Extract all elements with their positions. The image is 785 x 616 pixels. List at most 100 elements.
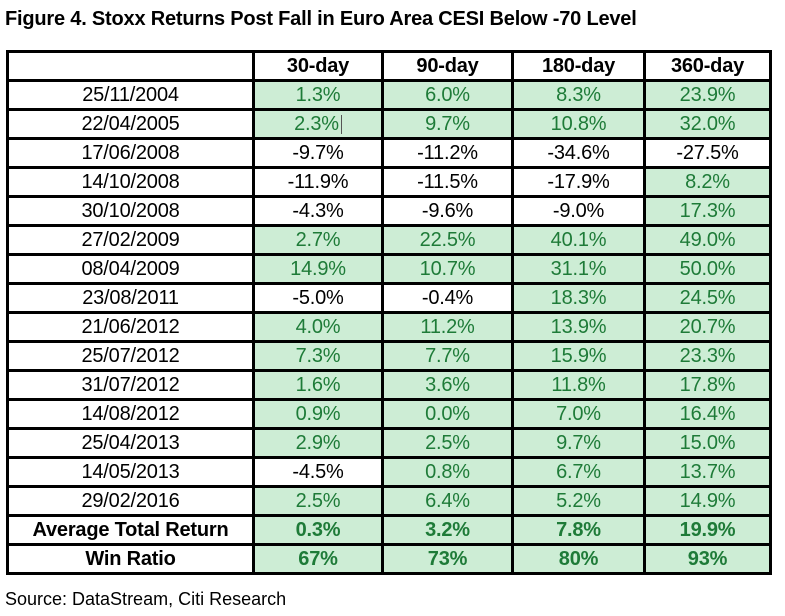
return-cell: 7.8% <box>511 514 646 546</box>
return-cell: 40.1% <box>511 224 646 256</box>
return-cell: -11.5% <box>381 166 514 198</box>
return-cell: -11.9% <box>252 166 384 198</box>
return-cell: 7.0% <box>511 398 646 430</box>
table-row: 25/04/2013 2.9% 2.5% 9.7% 15.0% <box>6 427 772 459</box>
return-cell: 13.7% <box>643 456 772 488</box>
return-cell: 10.7% <box>381 253 514 285</box>
text-cursor <box>340 114 342 134</box>
return-cell: 19.9% <box>643 514 772 546</box>
return-cell: 17.8% <box>643 369 772 401</box>
summary-row: Win Ratio 67% 73% 80% 93% <box>6 543 772 575</box>
table-row: 14/08/2012 0.9% 0.0% 7.0% 16.4% <box>6 398 772 430</box>
table-row: 25/11/2004 1.3% 6.0% 8.3% 23.9% <box>6 79 772 111</box>
return-cell: 6.4% <box>381 485 514 517</box>
return-cell: -4.5% <box>252 456 384 488</box>
return-cell: 7.3% <box>252 340 384 372</box>
return-cell: -34.6% <box>511 137 646 169</box>
returns-table: 30-day 90-day 180-day 360-day 25/11/2004 1.3… <box>6 50 772 575</box>
return-cell: 0.3% <box>252 514 384 546</box>
return-cell: 2.5% <box>252 485 384 517</box>
return-cell: 11.2% <box>381 311 514 343</box>
return-cell: -5.0% <box>252 282 384 314</box>
date-cell: 08/04/2009 <box>6 253 255 285</box>
return-cell: 0.8% <box>381 456 514 488</box>
return-cell: -9.6% <box>381 195 514 227</box>
figure-title: Figure 4. Stoxx Returns Post Fall in Eur… <box>5 8 637 30</box>
return-cell: 8.3% <box>511 79 646 111</box>
return-cell: 2.7% <box>252 224 384 256</box>
return-cell: -11.2% <box>381 137 514 169</box>
return-cell: 9.7% <box>511 427 646 459</box>
return-cell: 1.6% <box>252 369 384 401</box>
return-cell: 24.5% <box>643 282 772 314</box>
return-cell: 0.9% <box>252 398 384 430</box>
return-cell: 7.7% <box>381 340 514 372</box>
return-cell: -4.3% <box>252 195 384 227</box>
return-cell: 18.3% <box>511 282 646 314</box>
return-cell: -9.0% <box>511 195 646 227</box>
table-row: 27/02/2009 2.7% 22.5% 40.1% 49.0% <box>6 224 772 256</box>
return-cell: 10.8% <box>511 108 646 140</box>
return-cell: 22.5% <box>381 224 514 256</box>
return-cell: 32.0% <box>643 108 772 140</box>
table-row: 31/07/2012 1.6% 3.6% 11.8% 17.8% <box>6 369 772 401</box>
return-cell: -27.5% <box>643 137 772 169</box>
date-cell: 25/11/2004 <box>6 79 255 111</box>
return-cell: 2.5% <box>381 427 514 459</box>
date-cell: 14/10/2008 <box>6 166 255 198</box>
return-cell: 6.7% <box>511 456 646 488</box>
column-header: 30-day <box>252 50 384 82</box>
return-cell: -0.4% <box>381 282 514 314</box>
return-cell: 4.0% <box>252 311 384 343</box>
table-row: 21/06/2012 4.0% 11.2% 13.9% 20.7% <box>6 311 772 343</box>
table-row: 17/06/2008 -9.7% -11.2% -34.6% -27.5% <box>6 137 772 169</box>
return-cell: 67% <box>252 543 384 575</box>
source-note: Source: DataStream, Citi Research <box>5 589 287 609</box>
header-row: 30-day 90-day 180-day 360-day <box>6 50 772 82</box>
return-cell: 8.2% <box>643 166 772 198</box>
return-cell: 16.4% <box>643 398 772 430</box>
column-header: 360-day <box>643 50 772 82</box>
return-cell: 11.8% <box>511 369 646 401</box>
summary-label-cell: Average Total Return <box>6 514 255 546</box>
date-cell: 25/04/2013 <box>6 427 255 459</box>
return-cell: 20.7% <box>643 311 772 343</box>
table-row: 25/07/2012 7.3% 7.7% 15.9% 23.3% <box>6 340 772 372</box>
table-body: 25/11/2004 1.3% 6.0% 8.3% 23.9% 22/04/2005 2.3… <box>6 79 772 575</box>
table-row: 22/04/2005 2.3% 9.7% 10.8% 32.0% <box>6 108 772 140</box>
column-header: 90-day <box>381 50 514 82</box>
return-cell: 50.0% <box>643 253 772 285</box>
table-row: 14/10/2008 -11.9% -11.5% -17.9% 8.2% <box>6 166 772 198</box>
return-cell: 73% <box>381 543 514 575</box>
return-cell: 1.3% <box>252 79 384 111</box>
column-header: 180-day <box>511 50 646 82</box>
return-cell: 6.0% <box>381 79 514 111</box>
date-cell: 17/06/2008 <box>6 137 255 169</box>
return-cell: 31.1% <box>511 253 646 285</box>
date-cell: 14/05/2013 <box>6 456 255 488</box>
date-cell: 23/08/2011 <box>6 282 255 314</box>
summary-label-cell: Win Ratio <box>6 543 255 575</box>
table-row: 30/10/2008 -4.3% -9.6% -9.0% 17.3% <box>6 195 772 227</box>
return-cell: 17.3% <box>643 195 772 227</box>
date-cell: 30/10/2008 <box>6 195 255 227</box>
table-row: 23/08/2011 -5.0% -0.4% 18.3% 24.5% <box>6 282 772 314</box>
return-cell: 15.0% <box>643 427 772 459</box>
return-cell: 0.0% <box>381 398 514 430</box>
return-cell: 3.2% <box>381 514 514 546</box>
table-row: 14/05/2013 -4.5% 0.8% 6.7% 13.7% <box>6 456 772 488</box>
return-cell: -17.9% <box>511 166 646 198</box>
date-cell: 29/02/2016 <box>6 485 255 517</box>
return-cell: 14.9% <box>252 253 384 285</box>
return-cell: 14.9% <box>643 485 772 517</box>
date-cell: 22/04/2005 <box>6 108 255 140</box>
return-cell: 9.7% <box>381 108 514 140</box>
date-cell: 27/02/2009 <box>6 224 255 256</box>
return-cell: 23.9% <box>643 79 772 111</box>
date-cell: 25/07/2012 <box>6 340 255 372</box>
return-cell: 3.6% <box>381 369 514 401</box>
return-cell: 80% <box>511 543 646 575</box>
summary-row: Average Total Return 0.3% 3.2% 7.8% 19.9% <box>6 514 772 546</box>
return-cell: 23.3% <box>643 340 772 372</box>
